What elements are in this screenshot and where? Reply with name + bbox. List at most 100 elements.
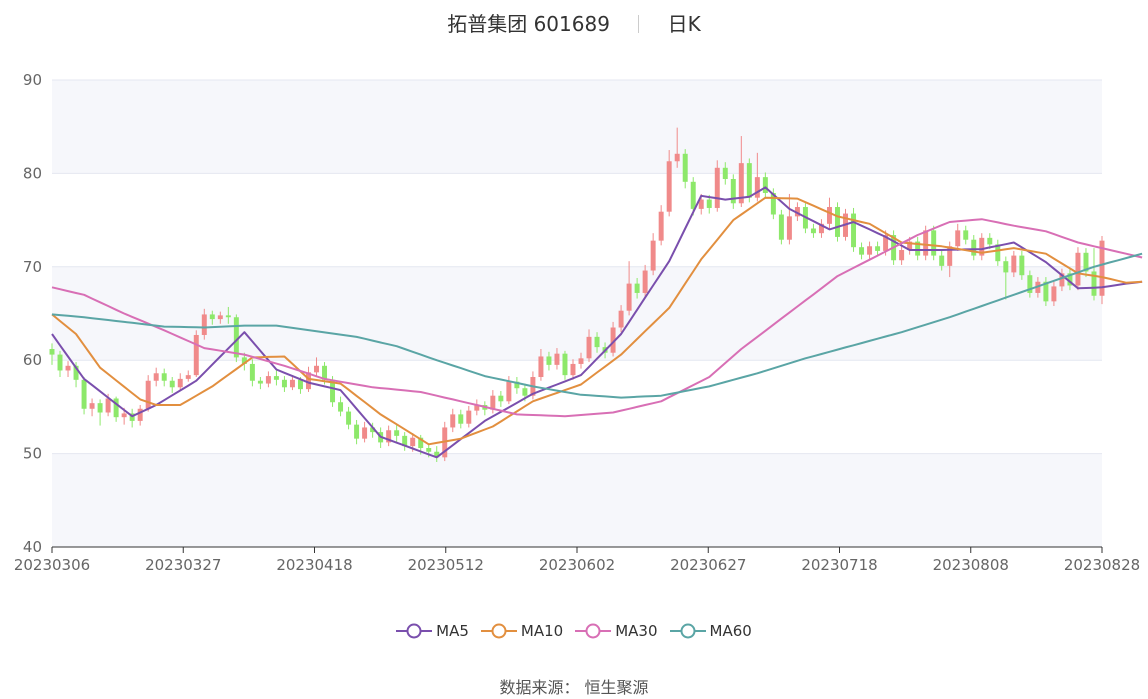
candle <box>618 310 624 328</box>
candle <box>426 447 432 452</box>
candle <box>402 435 408 447</box>
candle <box>971 239 977 256</box>
candle <box>161 373 167 381</box>
candle <box>594 336 600 348</box>
candle <box>506 381 512 402</box>
x-tick-label: 20230602 <box>539 556 615 574</box>
candle <box>362 427 368 439</box>
x-tick-label: 20230512 <box>408 556 484 574</box>
candle <box>730 179 736 204</box>
x-tick-label: 20230327 <box>145 556 221 574</box>
candle <box>394 430 400 436</box>
candle <box>490 395 496 410</box>
candle <box>233 317 239 358</box>
candle <box>297 379 303 390</box>
candle <box>939 255 945 266</box>
candle <box>1083 252 1089 272</box>
candle <box>225 315 231 318</box>
candle <box>586 336 592 359</box>
source-value: 恒生聚源 <box>584 678 649 697</box>
candle <box>690 181 696 209</box>
candle <box>1067 273 1073 286</box>
candle <box>810 228 816 234</box>
candle <box>738 163 744 204</box>
candle <box>169 380 175 388</box>
y-tick-label: 80 <box>23 164 42 182</box>
period-label[interactable]: 日K <box>667 12 701 36</box>
candle <box>249 363 255 381</box>
candle <box>1075 252 1081 286</box>
candle <box>786 216 792 240</box>
candle <box>1011 255 1017 273</box>
legend-item-ma30[interactable]: MA30 <box>575 622 658 640</box>
candle <box>826 207 832 224</box>
candle <box>570 363 576 376</box>
candle <box>113 398 119 418</box>
candle <box>105 398 111 413</box>
legend-item-ma5[interactable]: MA5 <box>396 622 469 640</box>
candle <box>1003 261 1009 273</box>
candle <box>746 163 752 198</box>
plot-band <box>52 80 1102 174</box>
legend-item-ma10[interactable]: MA10 <box>480 622 564 640</box>
candle <box>1051 286 1057 302</box>
candle <box>538 356 544 378</box>
x-tick-label: 20230808 <box>933 556 1009 574</box>
candle <box>81 379 87 409</box>
candle <box>57 354 63 371</box>
candle <box>875 246 881 251</box>
x-tick-label: 20230306 <box>14 556 90 574</box>
candle <box>450 414 456 428</box>
x-tick-label: 20230828 <box>1064 556 1140 574</box>
candle <box>778 214 784 240</box>
candle <box>281 379 287 388</box>
candle <box>658 211 664 241</box>
candle <box>610 327 616 353</box>
legend-label: MA30 <box>615 622 658 640</box>
legend-marker-icon <box>480 623 517 639</box>
candle <box>65 365 71 371</box>
candle <box>562 353 568 376</box>
candle <box>177 378 183 388</box>
candle <box>1027 275 1033 293</box>
chart-title: 拓普集团 601689 日K <box>0 8 1148 37</box>
x-tick-label: 20230627 <box>670 556 746 574</box>
candle <box>923 230 929 256</box>
x-tick-label: 20230718 <box>801 556 877 574</box>
candle <box>642 270 648 293</box>
candle <box>995 244 1001 262</box>
candle <box>714 167 720 208</box>
candle <box>354 424 360 439</box>
line-ma10 <box>51 196 1143 446</box>
candle <box>257 380 263 384</box>
candle <box>1099 240 1105 296</box>
candle <box>346 411 352 425</box>
candle <box>153 373 159 381</box>
candle <box>634 283 640 293</box>
candle <box>49 348 55 355</box>
y-tick-label: 70 <box>23 258 42 276</box>
candle <box>1059 273 1065 287</box>
legend-label: MA5 <box>436 622 469 640</box>
legend-label: MA10 <box>520 622 564 640</box>
candle <box>947 246 953 266</box>
candle <box>963 230 969 240</box>
y-tick-label: 50 <box>23 445 42 463</box>
candle <box>754 177 760 198</box>
candle <box>265 376 271 384</box>
candle <box>330 379 336 403</box>
candle <box>1091 271 1097 296</box>
candle <box>554 353 560 365</box>
legend-item-ma60[interactable]: MA60 <box>669 622 752 640</box>
candle <box>867 246 873 255</box>
candle <box>546 356 552 365</box>
candle <box>410 437 416 447</box>
stock-name: 拓普集团 601689 <box>447 12 610 36</box>
candle <box>145 380 151 409</box>
candle <box>851 213 857 248</box>
candle <box>987 237 993 245</box>
candle <box>386 430 392 443</box>
legend-label: MA60 <box>709 622 752 640</box>
source-label: 数据来源： <box>499 678 580 697</box>
candle <box>137 408 143 421</box>
